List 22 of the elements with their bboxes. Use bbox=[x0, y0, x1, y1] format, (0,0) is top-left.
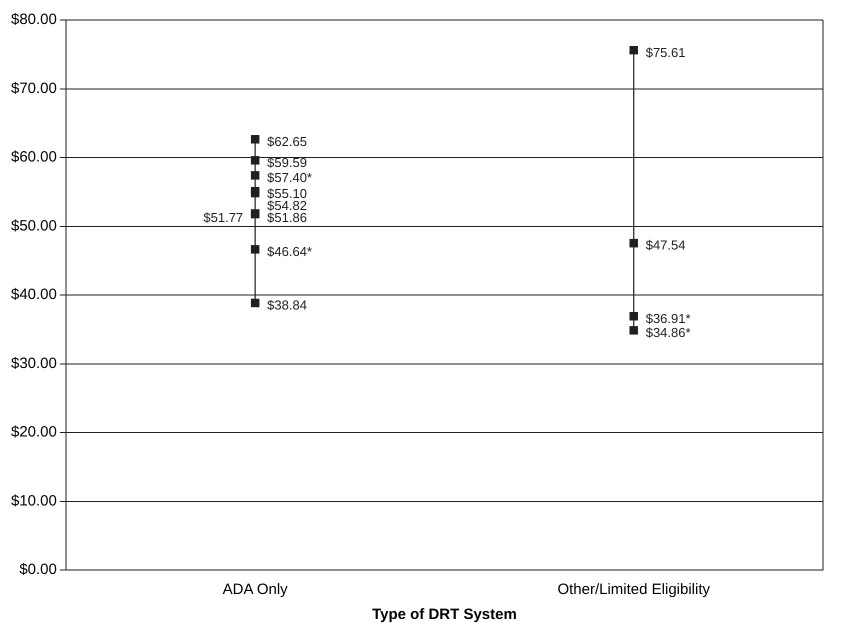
data-label: $62.65 bbox=[267, 134, 307, 149]
y-tick-label: $70.00 bbox=[10, 80, 57, 97]
data-label: $38.84 bbox=[267, 298, 307, 313]
y-tick-label: $60.00 bbox=[10, 148, 57, 166]
data-label: $47.54 bbox=[646, 238, 686, 253]
y-tick-label: $20.00 bbox=[10, 424, 57, 441]
x-tick-label: Other/Limited Eligibility bbox=[557, 581, 710, 598]
y-tick-label: $40.00 bbox=[10, 286, 57, 304]
data-label: $75.61 bbox=[646, 44, 686, 60]
y-tick-label: $50.00 bbox=[10, 217, 57, 234]
y-tick-label: $0.00 bbox=[19, 561, 57, 578]
y-tick-label: $30.00 bbox=[10, 354, 57, 372]
x-axis-title: Type of DRT System bbox=[372, 606, 517, 624]
y-tick-label: $80.00 bbox=[10, 11, 57, 28]
data-label: $46.64* bbox=[267, 244, 312, 259]
data-label: $36.91* bbox=[646, 310, 691, 326]
x-tick-label: ADA Only bbox=[222, 581, 288, 598]
data-label: $59.59 bbox=[267, 154, 307, 170]
data-label: $34.86* bbox=[646, 324, 691, 340]
data-label: $51.77 bbox=[203, 210, 244, 225]
data-label: $57.40* bbox=[267, 170, 312, 185]
y-tick-label: $10.00 bbox=[10, 492, 57, 510]
